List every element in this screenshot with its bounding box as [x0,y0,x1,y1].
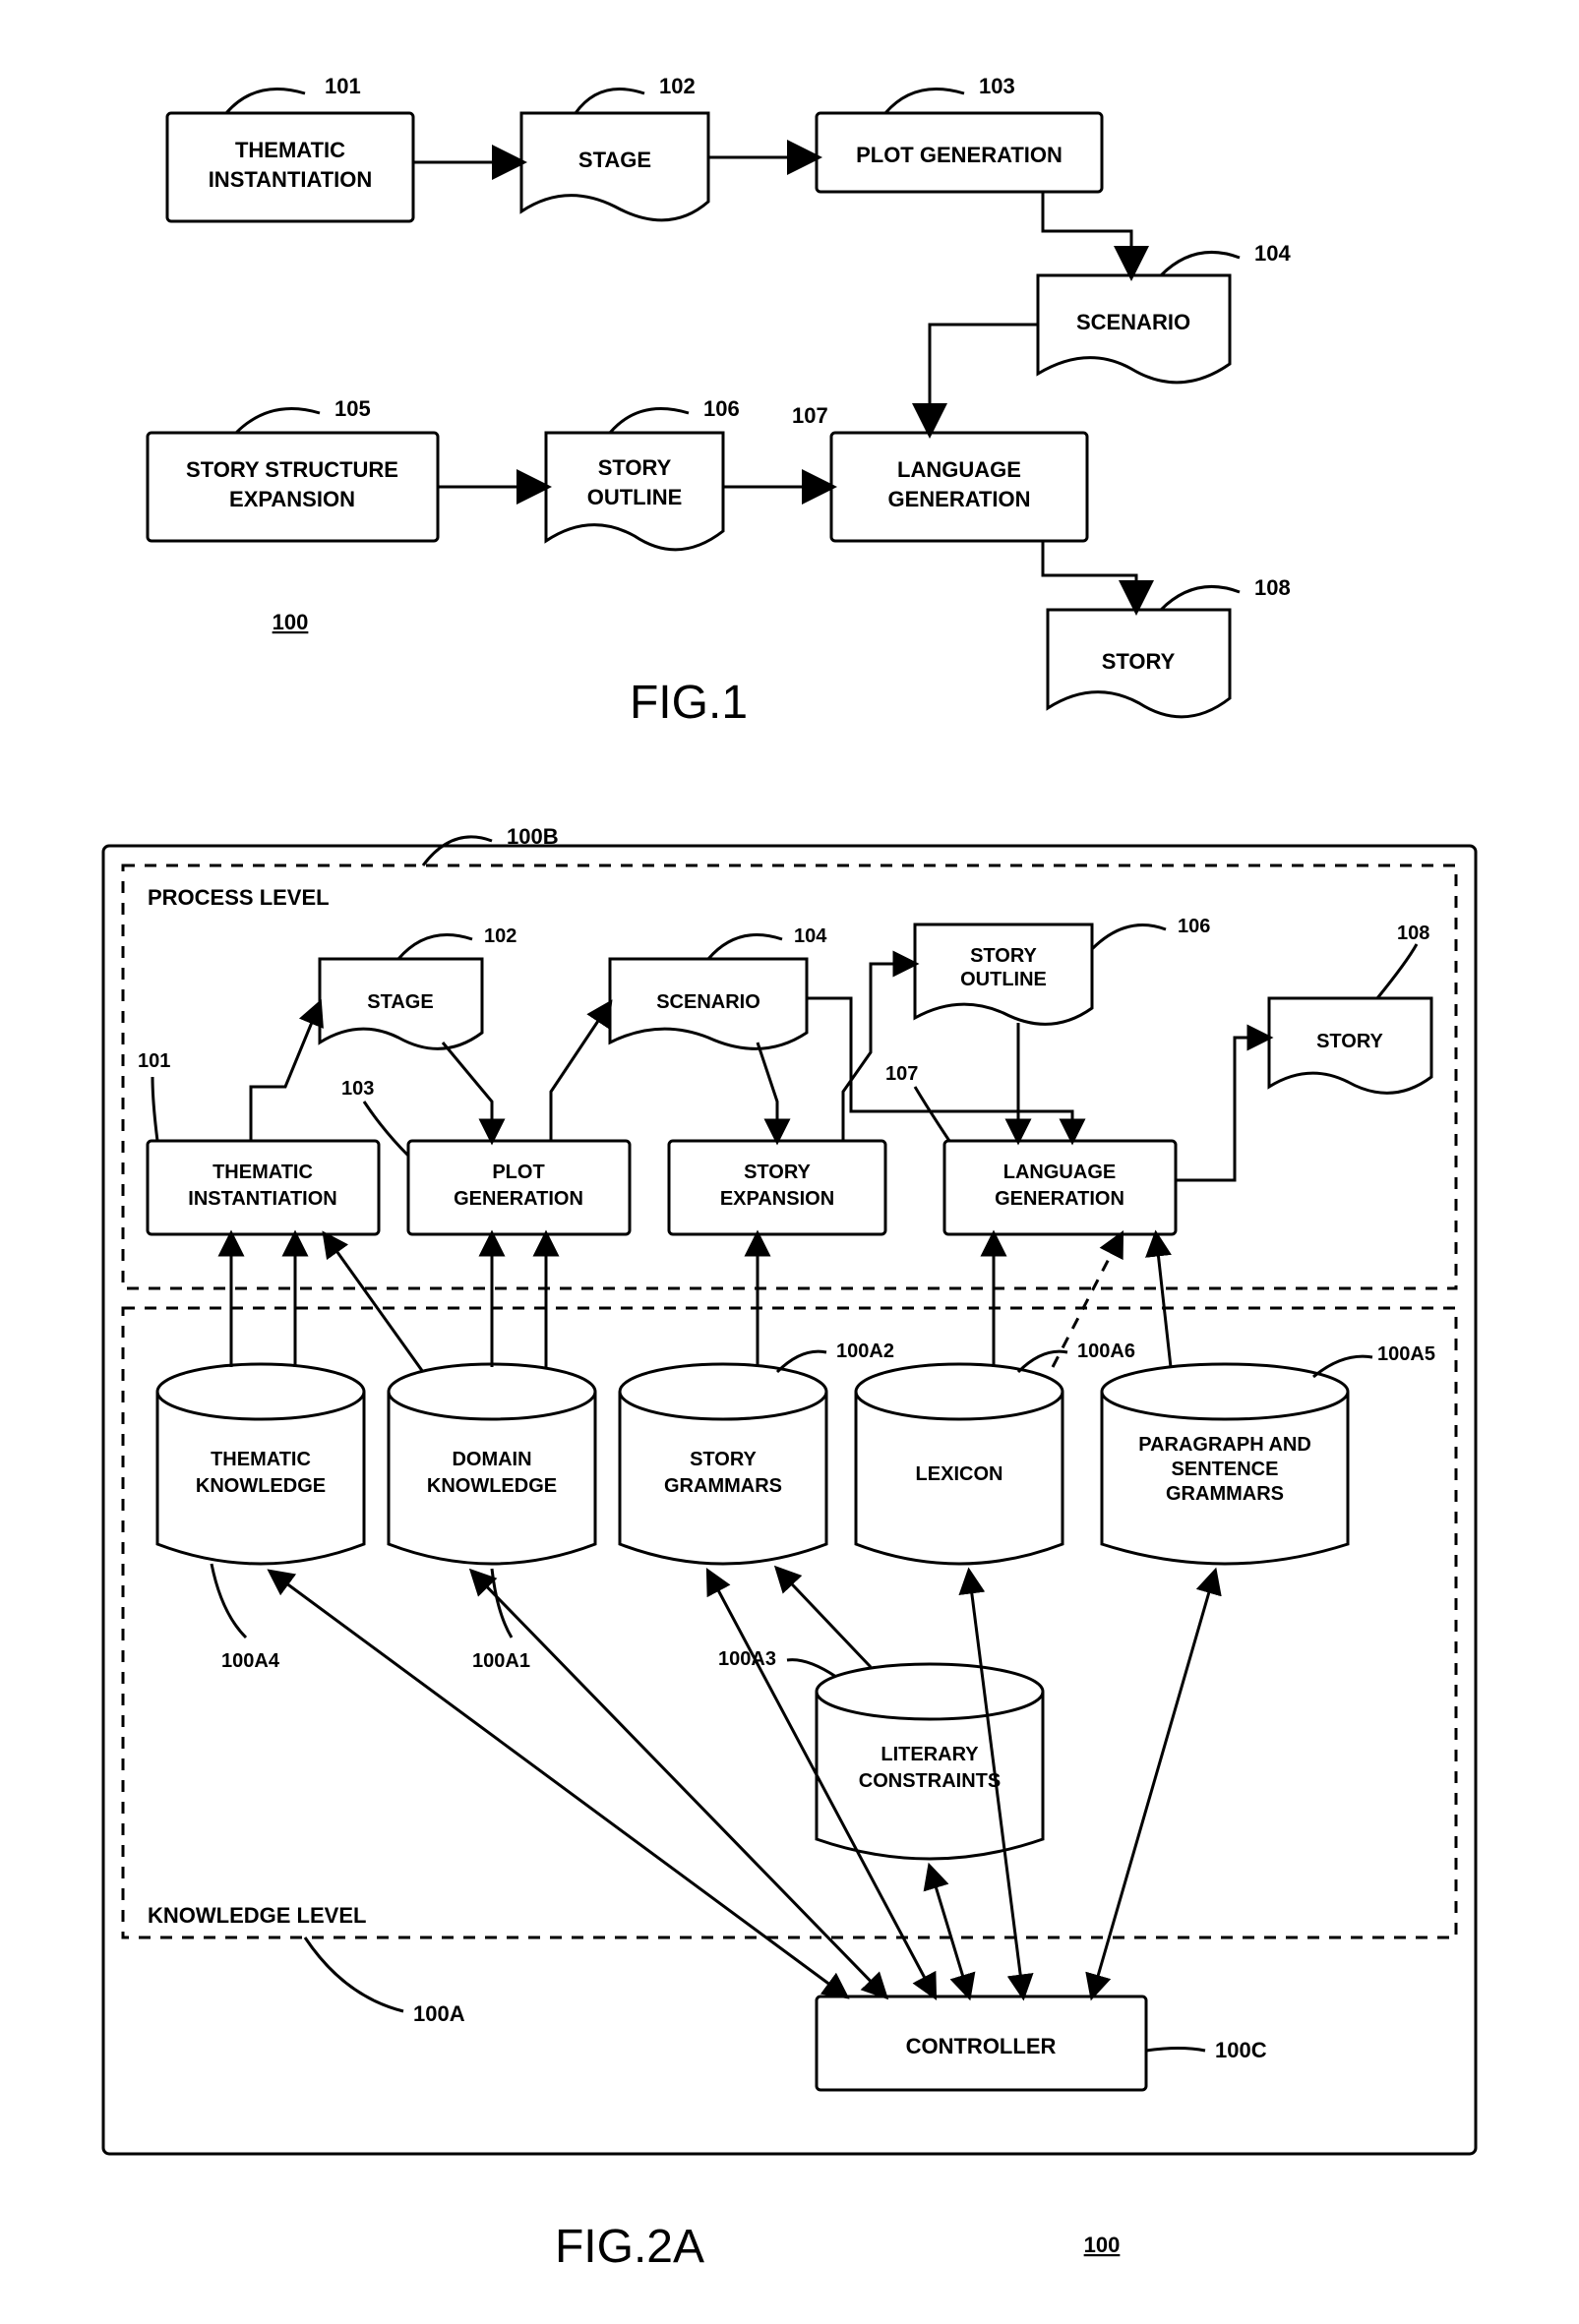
n101-ref: 101 [325,74,361,98]
p105-l1: STORY [744,1162,811,1183]
n103-lbl: PLOT GENERATION [856,143,1063,167]
fig2-ref: 100 [1084,2233,1121,2257]
p107-ref: 107 [885,1063,918,1085]
n108-ref: 108 [1254,575,1291,600]
svg-text:THEMATIC: THEMATIC [211,1449,311,1470]
n107-l1: LANGUAGE [897,457,1021,482]
p105-l2: EXPANSION [720,1188,834,1210]
n105-l1: STORY STRUCTURE [186,457,398,482]
n104-doc: SCENARIO [1038,275,1230,383]
p101-l1: THEMATIC [213,1162,313,1183]
p108-lbl: STORY [1316,1031,1383,1052]
fig1-title: FIG.1 [630,677,748,729]
svg-text:KNOWLEDGE: KNOWLEDGE [427,1475,557,1497]
fig1-ref: 100 [273,610,309,634]
n106-ref: 106 [703,396,740,421]
svg-text:DOMAIN: DOMAIN [452,1449,531,1470]
p107-l2: GENERATION [995,1188,1124,1210]
n106-l1: STORY [598,455,672,480]
k3-ref: 100A3 [718,1648,776,1670]
k6-ref: 100A6 [1077,1341,1135,1362]
p106-ref: 106 [1178,916,1210,937]
n101-l1: THEMATIC [235,138,345,162]
p108-ref: 108 [1397,923,1429,944]
n107-l2: GENERATION [887,487,1030,511]
cyl-k5: PARAGRAPH AND SENTENCE GRAMMARS [1102,1364,1348,1564]
figure-2a: PROCESS LEVEL 100B KNOWLEDGE LEVEL 100A … [103,824,1476,2273]
n107-ref: 107 [792,403,828,428]
svg-text:LEXICON: LEXICON [916,1463,1003,1485]
n105-ref: 105 [334,396,371,421]
knowledge-level-ref: 100A [413,2001,465,2026]
p101-l2: INSTANTIATION [188,1188,336,1210]
cyl-k2: STORY GRAMMARS [620,1364,826,1564]
process-level-ref: 100B [507,824,559,849]
p103-l1: PLOT [492,1162,544,1183]
controller-lbl: CONTROLLER [906,2034,1057,2058]
svg-text:PARAGRAPH AND: PARAGRAPH AND [1138,1434,1311,1456]
svg-text:GRAMMARS: GRAMMARS [1166,1483,1284,1505]
k4-ref: 100A4 [221,1650,280,1672]
svg-text:GRAMMARS: GRAMMARS [664,1475,782,1497]
p102-lbl: STAGE [367,991,433,1013]
n102-lbl: STAGE [578,148,651,172]
diagram-canvas: THEMATIC INSTANTIATION 101 STAGE 102 PLO… [0,0,1579,2324]
controller-ref: 100C [1215,2038,1267,2062]
cyl-k6: LEXICON [856,1364,1063,1564]
n106-doc: STORY OUTLINE [546,433,723,550]
n106-l2: OUTLINE [587,485,683,509]
n105-l2: EXPANSION [229,487,355,511]
cyl-k1: DOMAIN KNOWLEDGE [389,1364,595,1564]
svg-text:CONSTRAINTS: CONSTRAINTS [859,1770,1001,1792]
knowledge-level-lbl: KNOWLEDGE LEVEL [148,1903,366,1928]
p103-ref: 103 [341,1078,374,1100]
n108-doc: STORY [1048,610,1230,717]
n104-ref: 104 [1254,241,1291,266]
p102-ref: 102 [484,925,516,947]
cyl-k4: THEMATIC KNOWLEDGE [157,1364,364,1564]
n101-l2: INSTANTIATION [209,167,373,192]
cyl-k3: LITERARY CONSTRAINTS [817,1664,1043,1859]
n103-ref: 103 [979,74,1015,98]
p106-l1: STORY [970,945,1037,967]
figure-1: THEMATIC INSTANTIATION 101 STAGE 102 PLO… [148,74,1291,729]
n104-lbl: SCENARIO [1076,310,1190,334]
p101-ref: 101 [138,1050,170,1072]
svg-text:STORY: STORY [690,1449,757,1470]
p107-l1: LANGUAGE [1003,1162,1116,1183]
process-level-lbl: PROCESS LEVEL [148,885,330,910]
n108-lbl: STORY [1102,649,1176,674]
p104-lbl: SCENARIO [656,991,760,1013]
fig2-title: FIG.2A [555,2221,704,2273]
svg-text:KNOWLEDGE: KNOWLEDGE [196,1475,326,1497]
p106-l2: OUTLINE [960,969,1047,990]
p104-ref: 104 [794,925,827,947]
svg-text:LITERARY: LITERARY [881,1744,979,1765]
k2-ref: 100A2 [836,1341,894,1362]
n102-doc: STAGE [521,113,708,220]
p103-l2: GENERATION [454,1188,583,1210]
k5-ref: 100A5 [1377,1343,1435,1365]
k1-ref: 100A1 [472,1650,530,1672]
svg-text:SENTENCE: SENTENCE [1172,1459,1279,1480]
n102-ref: 102 [659,74,696,98]
